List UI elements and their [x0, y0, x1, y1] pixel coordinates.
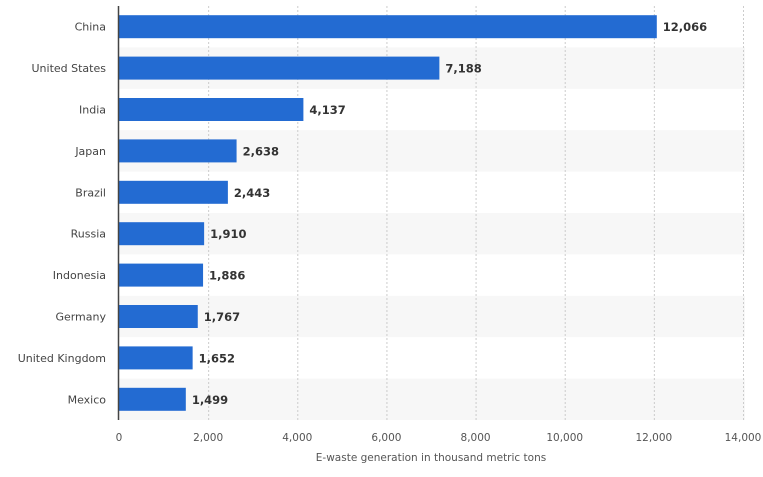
bar-mexico: [119, 387, 186, 411]
value-label: 1,652: [199, 351, 235, 365]
category-label: Japan: [74, 145, 106, 158]
bar-united-states: [119, 56, 440, 80]
value-label: 1,499: [192, 393, 228, 407]
x-tick-label: 8,000: [461, 432, 491, 444]
category-label: United States: [32, 62, 107, 75]
bar-japan: [119, 139, 237, 163]
value-label: 2,638: [243, 144, 279, 158]
category-label: Russia: [71, 228, 106, 241]
category-label: United Kingdom: [18, 352, 106, 365]
x-tick-label: 6,000: [371, 432, 401, 444]
bar-india: [119, 98, 304, 121]
x-tick-label: 12,000: [635, 432, 672, 444]
bar-china: [119, 15, 657, 39]
x-tick-label: 14,000: [725, 432, 762, 444]
category-label: Germany: [55, 311, 106, 324]
value-label: 1,767: [204, 310, 240, 324]
row-band: [119, 295, 745, 338]
value-label: 1,886: [209, 269, 245, 283]
x-tick-label: 0: [116, 432, 123, 444]
value-label: 12,066: [663, 20, 707, 34]
category-label: Indonesia: [53, 269, 106, 282]
x-axis-label: E-waste generation in thousand metric to…: [316, 452, 546, 464]
x-tick-label: 2,000: [193, 432, 223, 444]
value-label: 2,443: [234, 186, 270, 200]
category-label: China: [75, 21, 106, 34]
value-label: 4,137: [309, 103, 345, 117]
bar-russia: [119, 222, 205, 246]
row-band: [119, 378, 745, 420]
bar-united-kingdom: [119, 346, 193, 370]
category-label: Brazil: [75, 186, 106, 199]
category-label: Mexico: [68, 393, 107, 406]
bar-indonesia: [119, 263, 204, 287]
value-label: 7,188: [445, 62, 481, 76]
bar-brazil: [119, 180, 228, 204]
bar-germany: [119, 305, 198, 328]
row-band: [119, 213, 745, 255]
x-tick-label: 10,000: [546, 432, 583, 444]
value-label: 1,910: [210, 227, 246, 241]
category-label: India: [79, 104, 106, 117]
x-tick-label: 4,000: [282, 432, 312, 444]
